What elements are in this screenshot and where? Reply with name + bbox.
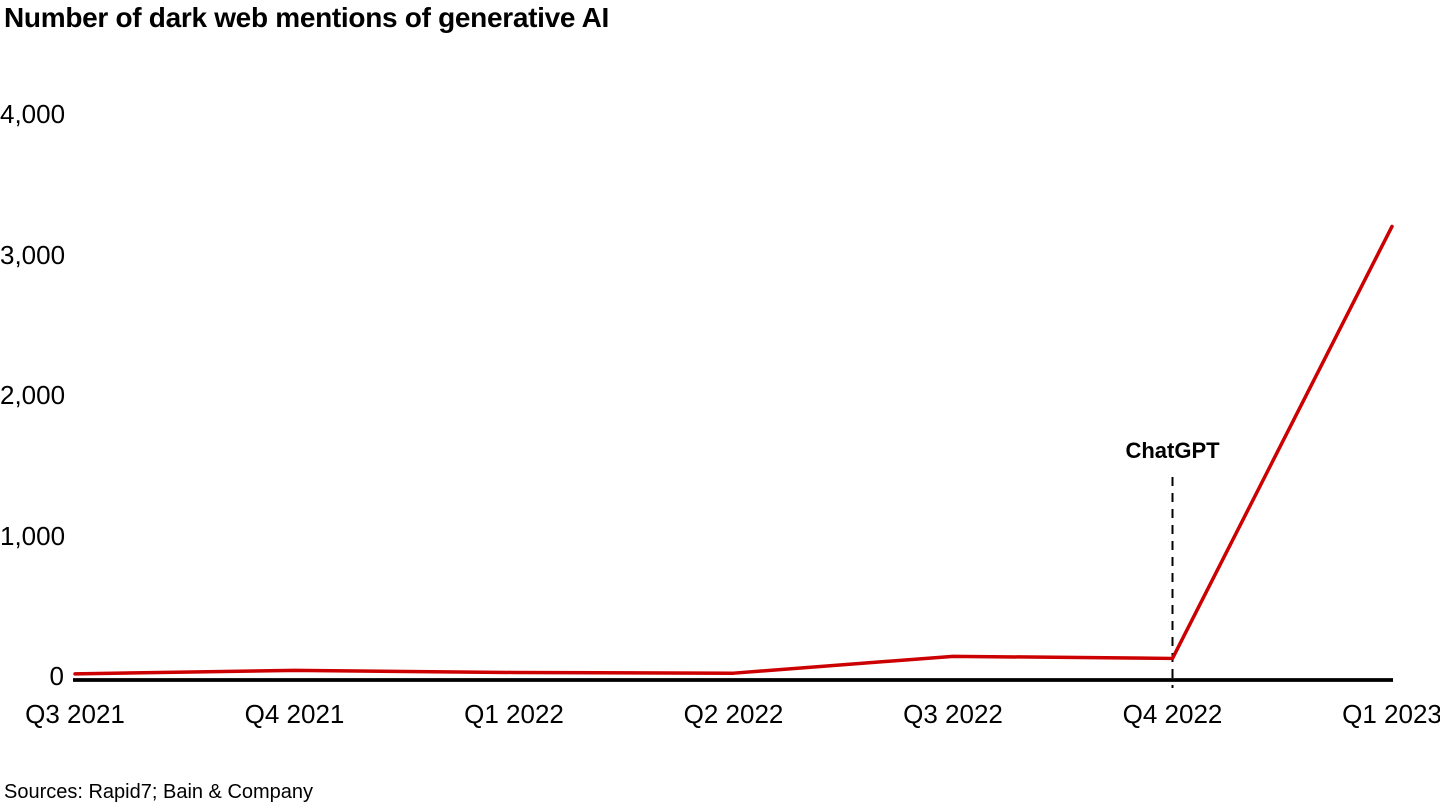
x-tick-label: Q1 2023 xyxy=(1342,699,1440,729)
chart-title: Number of dark web mentions of generativ… xyxy=(4,2,609,33)
y-tick-label: 3,000 xyxy=(0,239,66,270)
y-tick-label: 0 xyxy=(49,661,64,691)
data-series-line xyxy=(73,224,1394,676)
y-tick-label: 1,000 xyxy=(0,520,66,551)
y-tick-label: 4,000 xyxy=(0,99,66,129)
x-tick-label: Q4 2022 xyxy=(1122,699,1223,729)
x-tick-label: Q2 2022 xyxy=(683,699,784,729)
x-tick-label: Q4 2021 xyxy=(244,699,345,729)
source-note: Sources: Rapid7; Bain & Company xyxy=(4,781,314,803)
y-tick-label: 2,000 xyxy=(0,380,66,410)
x-tick-label: Q3 2022 xyxy=(903,699,1003,729)
annotation-label: ChatGPT xyxy=(1125,438,1220,463)
x-tick-label: Q1 2022 xyxy=(464,699,564,729)
x-tick-label: Q3 2021 xyxy=(25,699,125,729)
